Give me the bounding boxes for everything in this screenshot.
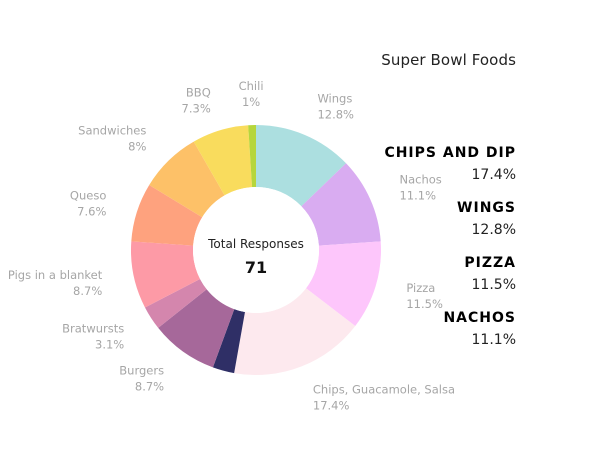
slice-value-wings: 12.8% bbox=[317, 108, 354, 122]
slice-value-queso: 7.6% bbox=[77, 204, 106, 218]
slice-value-nachos: 11.1% bbox=[399, 188, 436, 202]
slice-wings bbox=[256, 125, 347, 207]
highlight-item: CHIPS AND DIP 17.4% bbox=[376, 145, 516, 183]
slice-label-burgers: Burgers bbox=[119, 363, 164, 377]
highlight-name: PIZZA bbox=[464, 255, 516, 271]
slice-chili bbox=[248, 125, 256, 188]
slice-chips-guacamole-salsa bbox=[234, 288, 356, 375]
slice-label-chips-guacamole-salsa: Chips, Guacamole, Salsa bbox=[313, 382, 455, 396]
slice-label-pizza: Pizza bbox=[406, 281, 435, 295]
slice-value-bratwursts: 3.1% bbox=[95, 337, 124, 351]
slice-burgers bbox=[158, 289, 235, 368]
slice-value-pizza: 11.5% bbox=[406, 297, 443, 311]
slice-label-nachos: Nachos bbox=[399, 172, 441, 186]
slice-label-bratwursts: Bratwursts bbox=[62, 321, 124, 335]
highlight-value: 11.5% bbox=[471, 277, 516, 293]
center-label: Total Responses bbox=[207, 237, 304, 251]
highlight-item: PIZZA 11.5% bbox=[376, 255, 516, 293]
slice-label-pigs-in-a-blanket: Pigs in a blanket bbox=[8, 268, 103, 282]
donut-hole bbox=[193, 187, 319, 313]
slice-label-sandwiches: Sandwiches bbox=[78, 124, 146, 138]
slice-nachos bbox=[301, 163, 381, 246]
chart-title: Super Bowl Foods bbox=[381, 51, 516, 69]
slice-value-chips-guacamole-salsa: 17.4% bbox=[313, 398, 350, 412]
slice-label-chili: Chili bbox=[239, 79, 264, 93]
slice-unlabeled bbox=[212, 309, 245, 374]
slice-labels: Wings 12.8% Nachos 11.1% Pizza 11.5% Chips, Gu… bbox=[8, 79, 455, 412]
highlight-value: 17.4% bbox=[471, 167, 516, 183]
center-value: 71 bbox=[245, 258, 267, 277]
slice-value-chili: 1% bbox=[242, 95, 260, 109]
slice-label-queso: Queso bbox=[70, 188, 106, 202]
slice-pigs-in-a-blanket bbox=[130, 241, 201, 308]
slice-sandwiches bbox=[149, 141, 225, 218]
highlight-name: NACHOS bbox=[443, 310, 516, 326]
slice-label-wings: Wings bbox=[317, 92, 352, 106]
highlight-value: 12.8% bbox=[471, 222, 516, 238]
slice-bbq bbox=[193, 125, 253, 196]
highlight-name: WINGS bbox=[457, 200, 516, 216]
highlight-item: WINGS 12.8% bbox=[376, 200, 516, 238]
slice-value-sandwiches: 8% bbox=[128, 140, 146, 154]
donut-slices bbox=[130, 125, 381, 375]
slice-queso bbox=[131, 185, 203, 246]
highlights-panel: CHIPS AND DIP 17.4% WINGS 12.8% PIZZA 11… bbox=[376, 145, 516, 365]
slice-value-burgers: 8.7% bbox=[135, 379, 164, 393]
highlight-item: NACHOS 11.1% bbox=[376, 310, 516, 348]
highlight-value: 11.1% bbox=[471, 332, 516, 348]
slice-pizza bbox=[306, 241, 381, 326]
slice-value-bbq: 7.3% bbox=[182, 102, 211, 116]
slice-label-bbq: BBQ bbox=[186, 86, 211, 100]
slice-value-pigs-in-a-blanket: 8.7% bbox=[73, 284, 102, 298]
highlight-name: CHIPS AND DIP bbox=[384, 145, 516, 161]
slice-bratwursts bbox=[144, 278, 207, 328]
